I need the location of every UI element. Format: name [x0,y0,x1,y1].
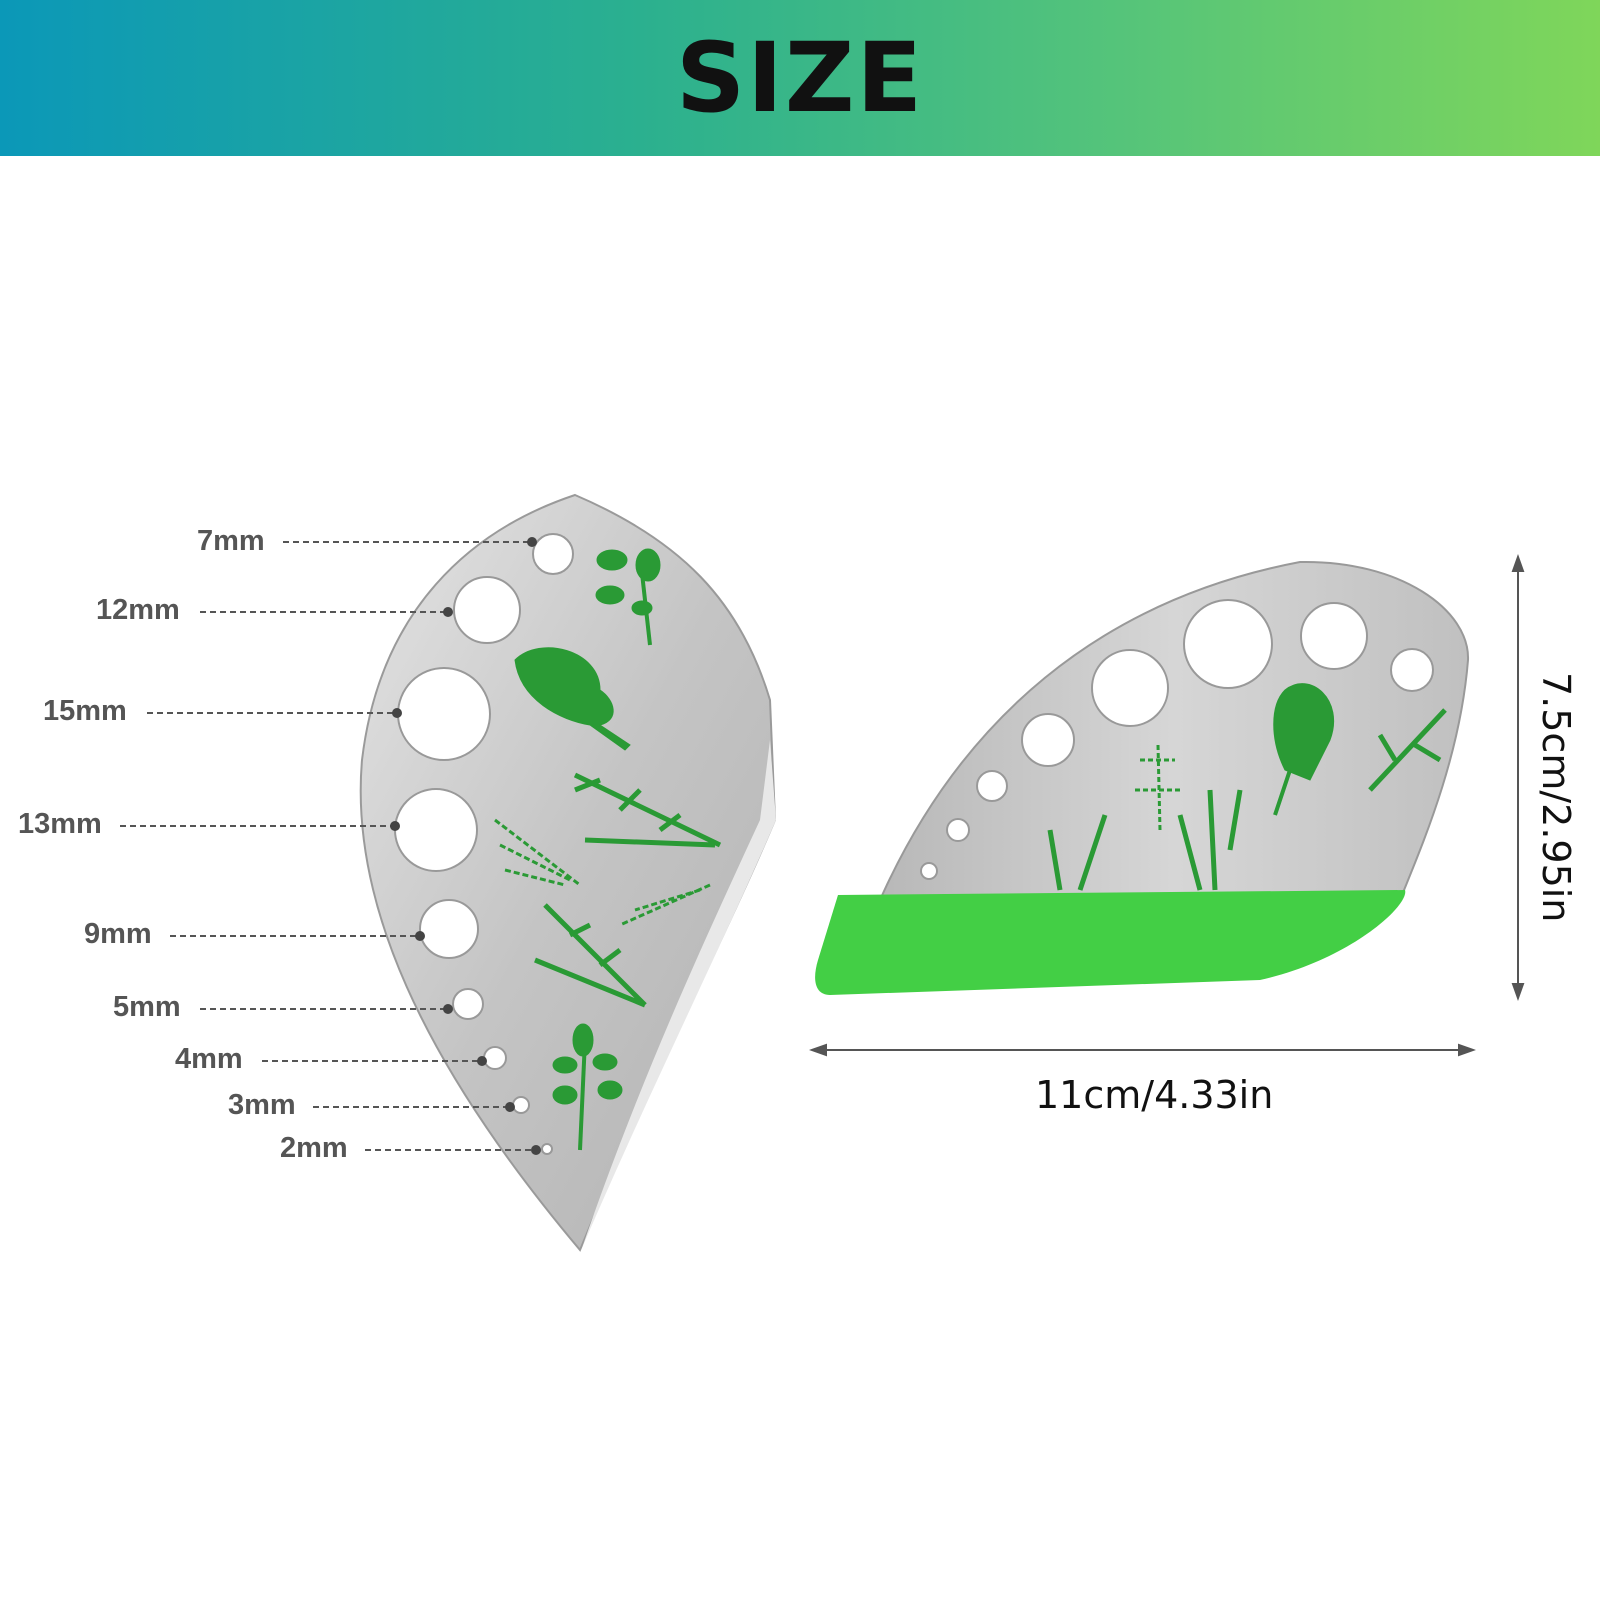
hole-13mm [394,788,478,872]
hole-label-15mm: 15mm [43,695,127,727]
hole-label-4mm: 4mm [175,1043,243,1075]
hole-4mm [483,1046,507,1070]
height-dimension-label: 7.5cm/2.95in [1534,672,1578,923]
herb-decorations [494,548,722,1151]
leaf-stripper-front [359,493,777,1252]
hole-label-13mm: 13mm [18,808,102,840]
hole-label-5mm: 5mm [113,991,181,1023]
hole-12mm [453,576,521,644]
hole-9mm [419,899,479,959]
width-dimension-label: 11cm/4.33in [1035,1073,1274,1117]
hole-label-3mm: 3mm [228,1089,296,1121]
hole-label-2mm: 2mm [280,1132,348,1164]
hole-3mm [512,1096,530,1114]
hole-15mm [397,667,491,761]
hole-label-9mm: 9mm [84,918,152,950]
leader-lines [120,541,536,1151]
hole-5mm [452,988,484,1020]
dimension-lines [809,554,1525,1057]
page-title: SIZE [675,22,925,134]
hole-2mm [541,1143,553,1155]
header-banner: SIZE [0,0,1600,156]
hole-label-7mm: 7mm [197,525,265,557]
hole-label-12mm: 12mm [96,594,180,626]
leaf-stripper-side [815,560,1470,995]
hole-7mm [532,533,574,575]
